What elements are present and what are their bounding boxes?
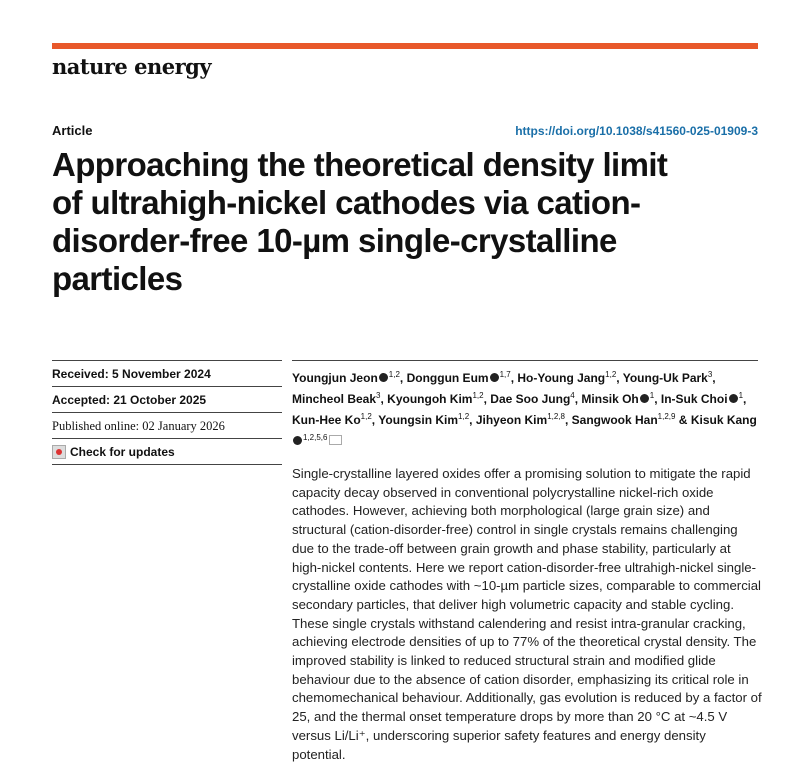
author-name: Donggun Eum: [406, 371, 489, 385]
affiliation-marker: 4: [570, 391, 575, 400]
author-name: Young-Uk Park: [622, 371, 708, 385]
accepted-date: Accepted: 21 October 2025: [52, 387, 282, 413]
affiliation-marker: 3: [376, 391, 381, 400]
author[interactable]: Minsik Oh 1: [581, 391, 655, 406]
check-updates-icon: [52, 444, 66, 459]
author-name: Minsik Oh: [581, 392, 639, 406]
received-date: Received: 5 November 2024: [52, 361, 282, 387]
author[interactable]: Sangwook Han1,2,9: [571, 412, 676, 427]
author[interactable]: Kun-Hee Ko1,2: [292, 412, 372, 427]
author-list: Youngjun Jeon 1,2, Donggun Eum 1,7, Ho-You…: [292, 360, 758, 450]
orcid-icon[interactable]: [293, 436, 302, 445]
author-name: Mincheol Beak: [292, 392, 377, 406]
author-name: Jihyeon Kim: [475, 413, 548, 427]
author[interactable]: Kyoungoh Kim1,2: [387, 391, 484, 406]
affiliation-marker: 1,2,9: [657, 412, 676, 421]
author-name: Dae Soo Jung: [490, 392, 571, 406]
author-name: Youngsin Kim: [378, 413, 459, 427]
journal-accent-bar: [52, 43, 758, 49]
affiliation-marker: 1: [649, 391, 655, 400]
affiliation-marker: 1,2: [388, 370, 400, 379]
dates-panel: Received: 5 November 2024 Accepted: 21 O…: [52, 360, 282, 465]
orcid-icon[interactable]: [639, 394, 649, 403]
check-updates-label: Check for updates: [70, 444, 175, 459]
author[interactable]: In-Suk Choi 1: [660, 391, 744, 406]
author-name: Kun-Hee Ko: [292, 413, 361, 427]
author-name: Youngjun Jeon: [292, 371, 378, 385]
author[interactable]: Dae Soo Jung4: [490, 391, 575, 406]
affiliation-marker: 1,2,5,6: [303, 433, 328, 442]
affiliation-marker: 1,2: [458, 412, 470, 421]
author-name: Ho-Young Jang: [517, 371, 606, 385]
affiliation-marker: 1,2: [472, 391, 484, 400]
author[interactable]: Donggun Eum 1,7: [406, 370, 511, 385]
author[interactable]: Kisuk Kang 1,2,5,6: [292, 413, 757, 448]
orcid-icon[interactable]: [489, 373, 499, 382]
affiliation-marker: 3: [707, 370, 713, 379]
author[interactable]: Youngjun Jeon 1,2: [292, 370, 400, 385]
affiliation-marker: 1,2,8: [547, 412, 565, 421]
article-type: Article: [52, 123, 93, 138]
author-name: Kisuk Kang: [690, 413, 757, 427]
author[interactable]: Young-Uk Park3: [622, 370, 713, 385]
check-for-updates-button[interactable]: Check for updates: [52, 439, 282, 465]
journal-name: nature energy: [52, 54, 212, 79]
affiliation-marker: 1,2: [360, 412, 372, 421]
author-name: Kyoungoh Kim: [387, 392, 473, 406]
author-name: Sangwook Han: [571, 413, 658, 427]
affiliation-marker: 1,2: [605, 370, 617, 379]
doi-link[interactable]: https://doi.org/10.1038/s41560-025-01909…: [515, 124, 758, 138]
email-icon[interactable]: [329, 435, 343, 445]
abstract: Single-crystalline layered oxides offer …: [292, 466, 762, 762]
author[interactable]: Youngsin Kim1,2: [378, 412, 470, 427]
affiliation-marker: 1: [738, 391, 744, 400]
orcid-icon[interactable]: [378, 373, 388, 382]
orcid-icon[interactable]: [728, 394, 738, 403]
affiliation-marker: 1,7: [499, 370, 511, 379]
author[interactable]: Jihyeon Kim1,2,8: [475, 412, 565, 427]
published-date: Published online: 02 January 2026: [52, 413, 282, 439]
author[interactable]: Ho-Young Jang1,2: [517, 370, 617, 385]
author-name: In-Suk Choi: [660, 392, 728, 406]
author[interactable]: Mincheol Beak3: [292, 391, 381, 406]
article-title: Approaching the theoretical density limi…: [52, 146, 668, 297]
